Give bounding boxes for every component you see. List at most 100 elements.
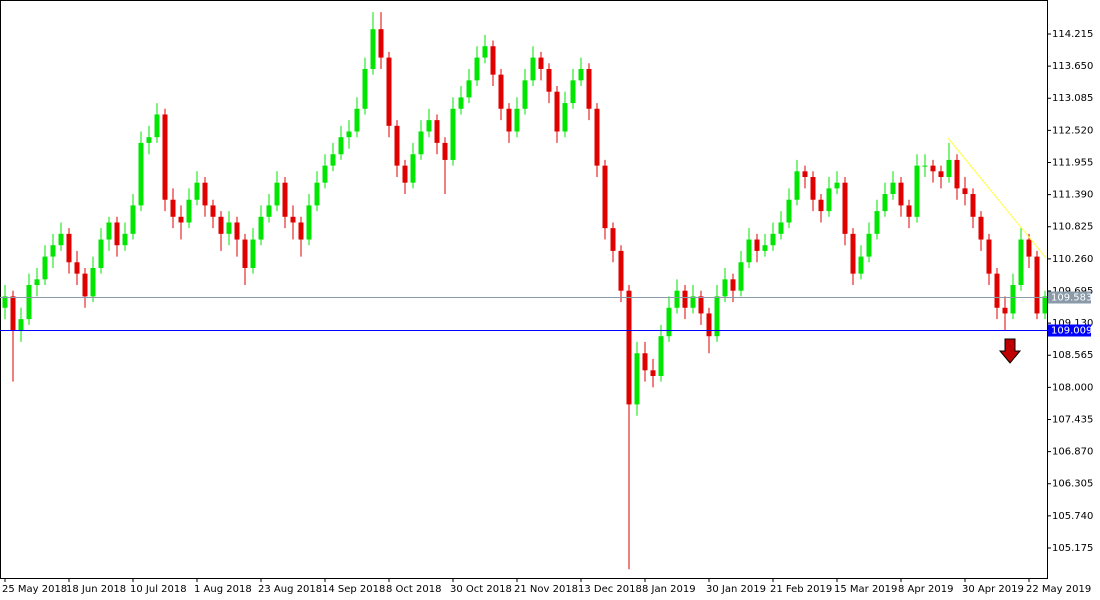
candle-body [570, 80, 576, 104]
candle-body [378, 29, 384, 58]
candle-body [306, 205, 312, 240]
candle-body [162, 114, 168, 200]
candle-body [490, 46, 496, 75]
x-tick-label: 23 Aug 2018 [258, 584, 322, 595]
candle-body [746, 239, 752, 263]
candle-body [850, 233, 856, 274]
y-tick-label: 110.825 [1052, 222, 1093, 233]
candle-body [826, 188, 832, 212]
candle-body [210, 205, 216, 217]
candle-body [266, 205, 272, 217]
candle-body [146, 137, 152, 143]
candle-body [226, 222, 232, 234]
candle-body [994, 273, 1000, 308]
candle-body [522, 80, 528, 109]
x-tick-label: 14 Sep 2018 [322, 584, 385, 595]
candle-body [18, 319, 24, 331]
candle-body [106, 222, 112, 240]
y-tick-label: 113.650 [1052, 61, 1093, 72]
plot-area [2, 12, 1048, 570]
candle-body [882, 194, 888, 212]
y-tick-label: 109.130 [1052, 318, 1093, 329]
candle-body [778, 222, 784, 234]
candle-body [810, 176, 816, 200]
candle-body [410, 154, 416, 183]
x-tick-label: 1 Aug 2018 [194, 584, 252, 595]
candle-body [330, 154, 336, 166]
candle-body [498, 74, 504, 109]
candle-body [10, 296, 16, 331]
candle-body [770, 233, 776, 246]
candle-body [890, 182, 896, 195]
candle-body [458, 97, 464, 109]
y-tick-label: 107.435 [1052, 414, 1093, 425]
candle-body [914, 165, 920, 217]
price-label: 109.583 [1051, 293, 1092, 304]
candle-body [754, 239, 760, 251]
candle-body [1042, 296, 1048, 314]
candle-body [74, 262, 80, 274]
candle-body [698, 296, 704, 314]
trend-line [947, 137, 1047, 259]
candle-body [202, 182, 208, 206]
candle-body [594, 108, 600, 166]
candle-body [674, 290, 680, 308]
y-tick-label: 112.520 [1052, 125, 1093, 136]
candle-body [346, 131, 352, 138]
candle-body [1002, 307, 1008, 314]
x-tick-label: 22 May 2019 [1026, 584, 1091, 595]
price-label-box [1048, 324, 1091, 337]
candle-body [922, 165, 928, 167]
x-tick-label: 8 Apr 2019 [898, 584, 953, 595]
candle-body [2, 296, 8, 308]
candle-body [402, 165, 408, 183]
candle-body [338, 137, 344, 155]
candle-body [42, 256, 48, 280]
candle-body [130, 205, 136, 234]
y-tick-label: 105.175 [1052, 543, 1093, 554]
candle-body [418, 131, 424, 155]
candle-body [370, 29, 376, 69]
candle-body [274, 182, 280, 206]
y-tick-label: 109.695 [1052, 286, 1093, 297]
candle-body [1018, 239, 1024, 286]
candle-body [546, 68, 552, 92]
candle-body [690, 296, 696, 308]
candle-body [250, 239, 256, 268]
candle-body [730, 279, 736, 291]
candle-body [138, 142, 144, 206]
candle-body [706, 313, 712, 337]
x-tick-label: 8 Oct 2018 [386, 584, 441, 595]
y-tick-label: 106.870 [1052, 447, 1093, 458]
y-tick-label: 108.565 [1052, 350, 1093, 361]
candle-body [618, 250, 624, 291]
candle-body [802, 171, 808, 177]
candle-body [450, 108, 456, 160]
candle-body [506, 108, 512, 132]
candle-body [938, 171, 944, 177]
candle-body [602, 165, 608, 229]
x-tick-label: 10 Jul 2018 [130, 584, 187, 595]
candle-body [962, 188, 968, 195]
down-arrow [998, 338, 1022, 364]
candle-body [842, 182, 848, 234]
x-tick-label: 30 Jan 2019 [706, 584, 766, 595]
candle-body [682, 290, 688, 308]
candle-body [858, 256, 864, 274]
candle-body [282, 182, 288, 217]
candle-body [1010, 285, 1016, 314]
candle-body [530, 57, 536, 81]
candle-body [90, 267, 96, 297]
candle-body [634, 353, 640, 405]
candle-body [562, 103, 568, 132]
candle-body [34, 279, 40, 286]
candle-body [538, 57, 544, 69]
candle-body [794, 171, 800, 200]
candle-body [514, 108, 520, 132]
y-tick-label: 110.260 [1052, 254, 1093, 265]
candle-body [610, 228, 616, 251]
candle-body [626, 290, 632, 405]
